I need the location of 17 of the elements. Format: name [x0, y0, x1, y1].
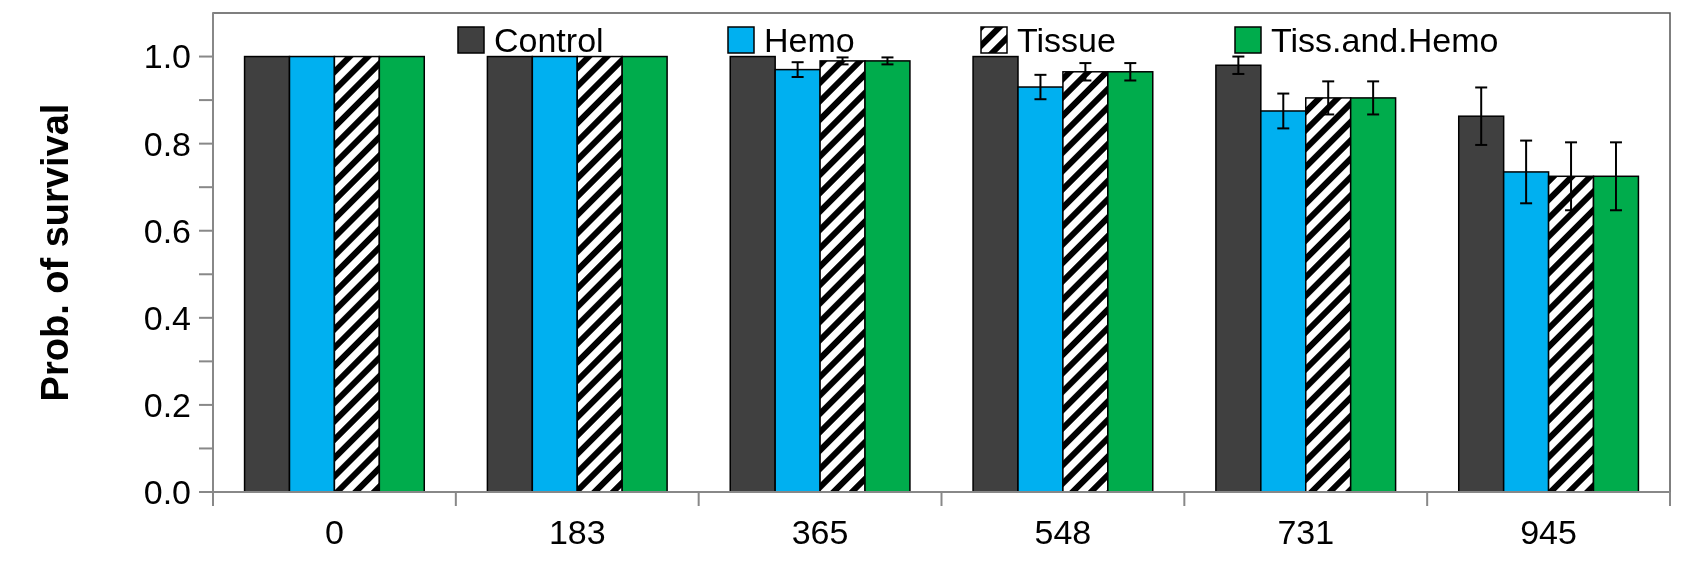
legend-label: Tiss.and.Hemo: [1271, 20, 1499, 59]
x-tick-label: 548: [1034, 513, 1092, 551]
legend-label: Tissue: [1017, 20, 1116, 59]
y-tick-label: 0.6: [143, 211, 191, 250]
text: 0.0: [143, 472, 191, 511]
x-tick-label: 365: [791, 513, 849, 551]
legend-label: Control: [494, 20, 604, 59]
x-tick-label: 183: [548, 513, 606, 551]
y-tick-label: 1.0: [143, 37, 191, 76]
x-tick-label: 731: [1277, 513, 1335, 551]
y-tick-label: 0.2: [143, 385, 191, 424]
legend-label: Hemo: [764, 20, 855, 59]
x-tick-label: 945: [1520, 513, 1577, 551]
y-axis-title: Prob. of survival: [34, 103, 76, 402]
x-tick-label: 0: [324, 513, 344, 551]
y-tick-label: 0.4: [143, 298, 191, 337]
y-tick-label: 0.8: [143, 124, 191, 163]
